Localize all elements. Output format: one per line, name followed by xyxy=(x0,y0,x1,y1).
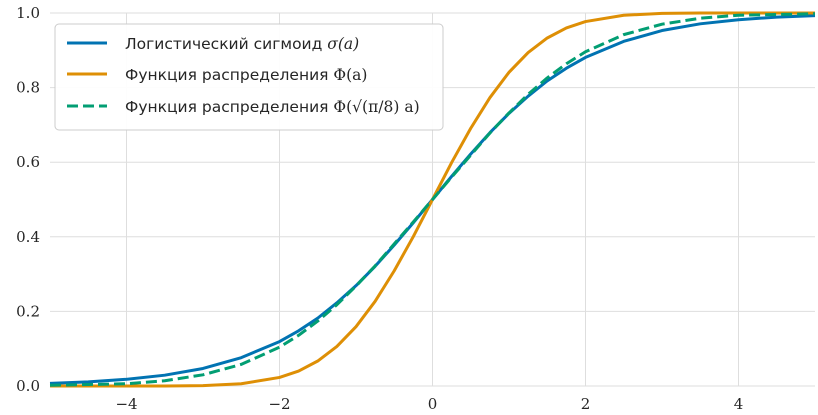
x-tick-label: 2 xyxy=(581,395,591,413)
y-tick-label: 1.0 xyxy=(16,4,40,22)
x-tick-label: 4 xyxy=(734,395,744,413)
x-tick-label: 0 xyxy=(428,395,438,413)
legend-label-0: Логистический сигмоид σ(a) xyxy=(125,35,359,53)
legend: Логистический сигмоид σ(a) Функция распр… xyxy=(54,23,444,131)
legend-label-2: Функция распределения Φ(√(π/8) a) xyxy=(125,98,420,116)
legend-box xyxy=(54,23,444,131)
y-tick-label: 0.6 xyxy=(16,153,40,171)
y-tick-label: 0.8 xyxy=(16,79,40,97)
tick-labels: −4 −2 0 2 4 0.0 0.2 0.4 0.6 0.8 1.0 xyxy=(16,4,743,413)
series-layer xyxy=(49,11,816,388)
y-tick-label: 0.2 xyxy=(16,302,40,320)
y-tick-label: 0.4 xyxy=(16,228,40,246)
x-tick-label: −2 xyxy=(268,395,290,413)
legend-label-1: Функция распределения Φ(a) xyxy=(125,66,367,84)
y-tick-label: 0.0 xyxy=(16,377,40,395)
series-line-2 xyxy=(49,12,816,387)
x-tick-label: −4 xyxy=(115,395,137,413)
